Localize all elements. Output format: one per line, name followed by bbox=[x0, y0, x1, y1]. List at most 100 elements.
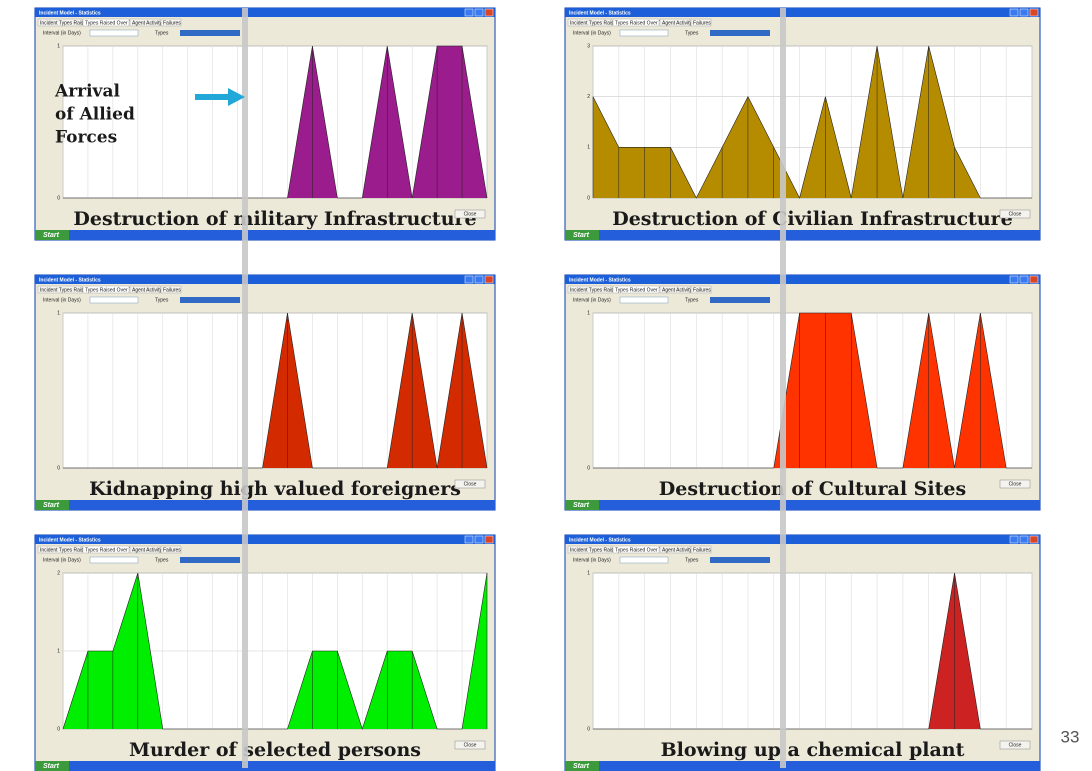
tab-label: Incident Types Raised bbox=[40, 547, 89, 553]
interval-label: Interval (in Days) bbox=[43, 297, 81, 303]
window-title: Incident Model - Statistics bbox=[39, 10, 101, 16]
annotation: Arrival bbox=[54, 82, 120, 102]
tab-label: Agent Activity bbox=[662, 547, 693, 553]
chart-caption: Blowing up a chemical plant bbox=[661, 739, 965, 761]
close-label: Close bbox=[1009, 742, 1022, 748]
interval-select bbox=[90, 557, 138, 563]
window-button bbox=[465, 276, 473, 283]
tab-label: Incident Types Raised bbox=[40, 20, 89, 26]
start-label: Start bbox=[573, 232, 590, 239]
window-button bbox=[1010, 536, 1018, 543]
chart-caption: Destruction of military Infrastructure bbox=[73, 208, 476, 230]
y-tick-label: 0 bbox=[587, 726, 590, 732]
interval-select bbox=[620, 30, 668, 36]
chart-caption: Kidnapping high valued foreigners bbox=[89, 478, 461, 500]
window-button bbox=[475, 276, 483, 283]
y-tick-label: 1 bbox=[57, 648, 60, 654]
tab-label: Agent Activity bbox=[662, 287, 693, 293]
window-title: Incident Model - Statistics bbox=[39, 277, 101, 283]
taskbar bbox=[565, 761, 1040, 771]
y-tick-label: 0 bbox=[587, 195, 590, 201]
timeline-marker bbox=[780, 8, 786, 768]
y-tick-label: 1 bbox=[57, 43, 60, 49]
taskbar bbox=[35, 500, 495, 510]
interval-select bbox=[620, 297, 668, 303]
tab-label: Agent Activity bbox=[132, 20, 163, 26]
interval-label: Interval (in Days) bbox=[43, 30, 81, 36]
interval-label: Interval (in Days) bbox=[573, 30, 611, 36]
page-number: 33 bbox=[1061, 727, 1080, 746]
window-title: Incident Model - Statistics bbox=[569, 10, 631, 16]
interval-label: Interval (in Days) bbox=[573, 557, 611, 563]
taskbar bbox=[565, 230, 1040, 240]
title-bar bbox=[565, 535, 1040, 544]
types-label: Types bbox=[155, 557, 169, 563]
y-tick-label: 2 bbox=[587, 94, 590, 100]
window-button bbox=[475, 536, 483, 543]
close-label: Close bbox=[464, 211, 477, 217]
window-button bbox=[465, 536, 473, 543]
interval-select bbox=[90, 297, 138, 303]
tab-label: Incident Types Raised bbox=[570, 547, 619, 553]
timeline-marker bbox=[242, 8, 248, 768]
start-label: Start bbox=[43, 232, 60, 239]
tab-label: Failures bbox=[163, 20, 181, 26]
window-button bbox=[485, 9, 493, 16]
close-label: Close bbox=[464, 742, 477, 748]
annotation: of Allied bbox=[55, 105, 135, 125]
title-bar bbox=[565, 275, 1040, 284]
window-button bbox=[1010, 9, 1018, 16]
chart-caption: Destruction of Cultural Sites bbox=[659, 478, 966, 500]
window-button bbox=[485, 536, 493, 543]
tab-label: Failures bbox=[163, 547, 181, 553]
title-bar bbox=[35, 275, 495, 284]
interval-label: Interval (in Days) bbox=[43, 557, 81, 563]
slide: Incident Model - Statistics Incident Type… bbox=[0, 0, 1092, 771]
tab-label: Failures bbox=[693, 287, 711, 293]
types-label: Types bbox=[155, 297, 169, 303]
window-button bbox=[1020, 536, 1028, 543]
window-button bbox=[1020, 9, 1028, 16]
window-button bbox=[485, 276, 493, 283]
y-tick-label: 0 bbox=[57, 465, 60, 471]
y-tick-label: 1 bbox=[587, 145, 590, 151]
interval-select bbox=[620, 557, 668, 563]
tab-label: Agent Activity bbox=[132, 547, 163, 553]
window-title: Incident Model - Statistics bbox=[569, 537, 631, 543]
window-button bbox=[1030, 9, 1038, 16]
window-button bbox=[475, 9, 483, 16]
types-select bbox=[710, 30, 770, 36]
close-label: Close bbox=[1009, 211, 1022, 217]
types-label: Types bbox=[155, 30, 169, 36]
start-label: Start bbox=[573, 763, 590, 770]
tab-label: Failures bbox=[693, 20, 711, 26]
window-title: Incident Model - Statistics bbox=[569, 277, 631, 283]
window-button bbox=[1030, 536, 1038, 543]
start-label: Start bbox=[43, 502, 60, 509]
tab-label: Agent Activity bbox=[662, 20, 693, 26]
types-select bbox=[180, 297, 240, 303]
window-button bbox=[1030, 276, 1038, 283]
tab-label: Agent Activity bbox=[132, 287, 163, 293]
start-label: Start bbox=[43, 763, 60, 770]
annotation: Forces bbox=[55, 128, 117, 148]
interval-label: Interval (in Days) bbox=[573, 297, 611, 303]
window-button bbox=[1020, 276, 1028, 283]
start-label: Start bbox=[573, 502, 590, 509]
types-label: Types bbox=[685, 557, 699, 563]
y-tick-label: 0 bbox=[587, 465, 590, 471]
types-label: Types bbox=[685, 297, 699, 303]
tab-label: Incident Types Raised bbox=[570, 20, 619, 26]
types-select bbox=[710, 557, 770, 563]
window-title: Incident Model - Statistics bbox=[39, 537, 101, 543]
tab-label: Failures bbox=[163, 287, 181, 293]
taskbar bbox=[35, 230, 495, 240]
tab-label: Failures bbox=[693, 547, 711, 553]
taskbar bbox=[565, 500, 1040, 510]
y-tick-label: 1 bbox=[587, 570, 590, 576]
y-tick-label: 1 bbox=[587, 310, 590, 316]
tab-label: Incident Types Raised bbox=[570, 287, 619, 293]
tab-label: Incident Types Raised bbox=[40, 287, 89, 293]
types-select bbox=[180, 557, 240, 563]
chart-caption: Destruction of Civilian Infrastructure bbox=[612, 208, 1013, 230]
